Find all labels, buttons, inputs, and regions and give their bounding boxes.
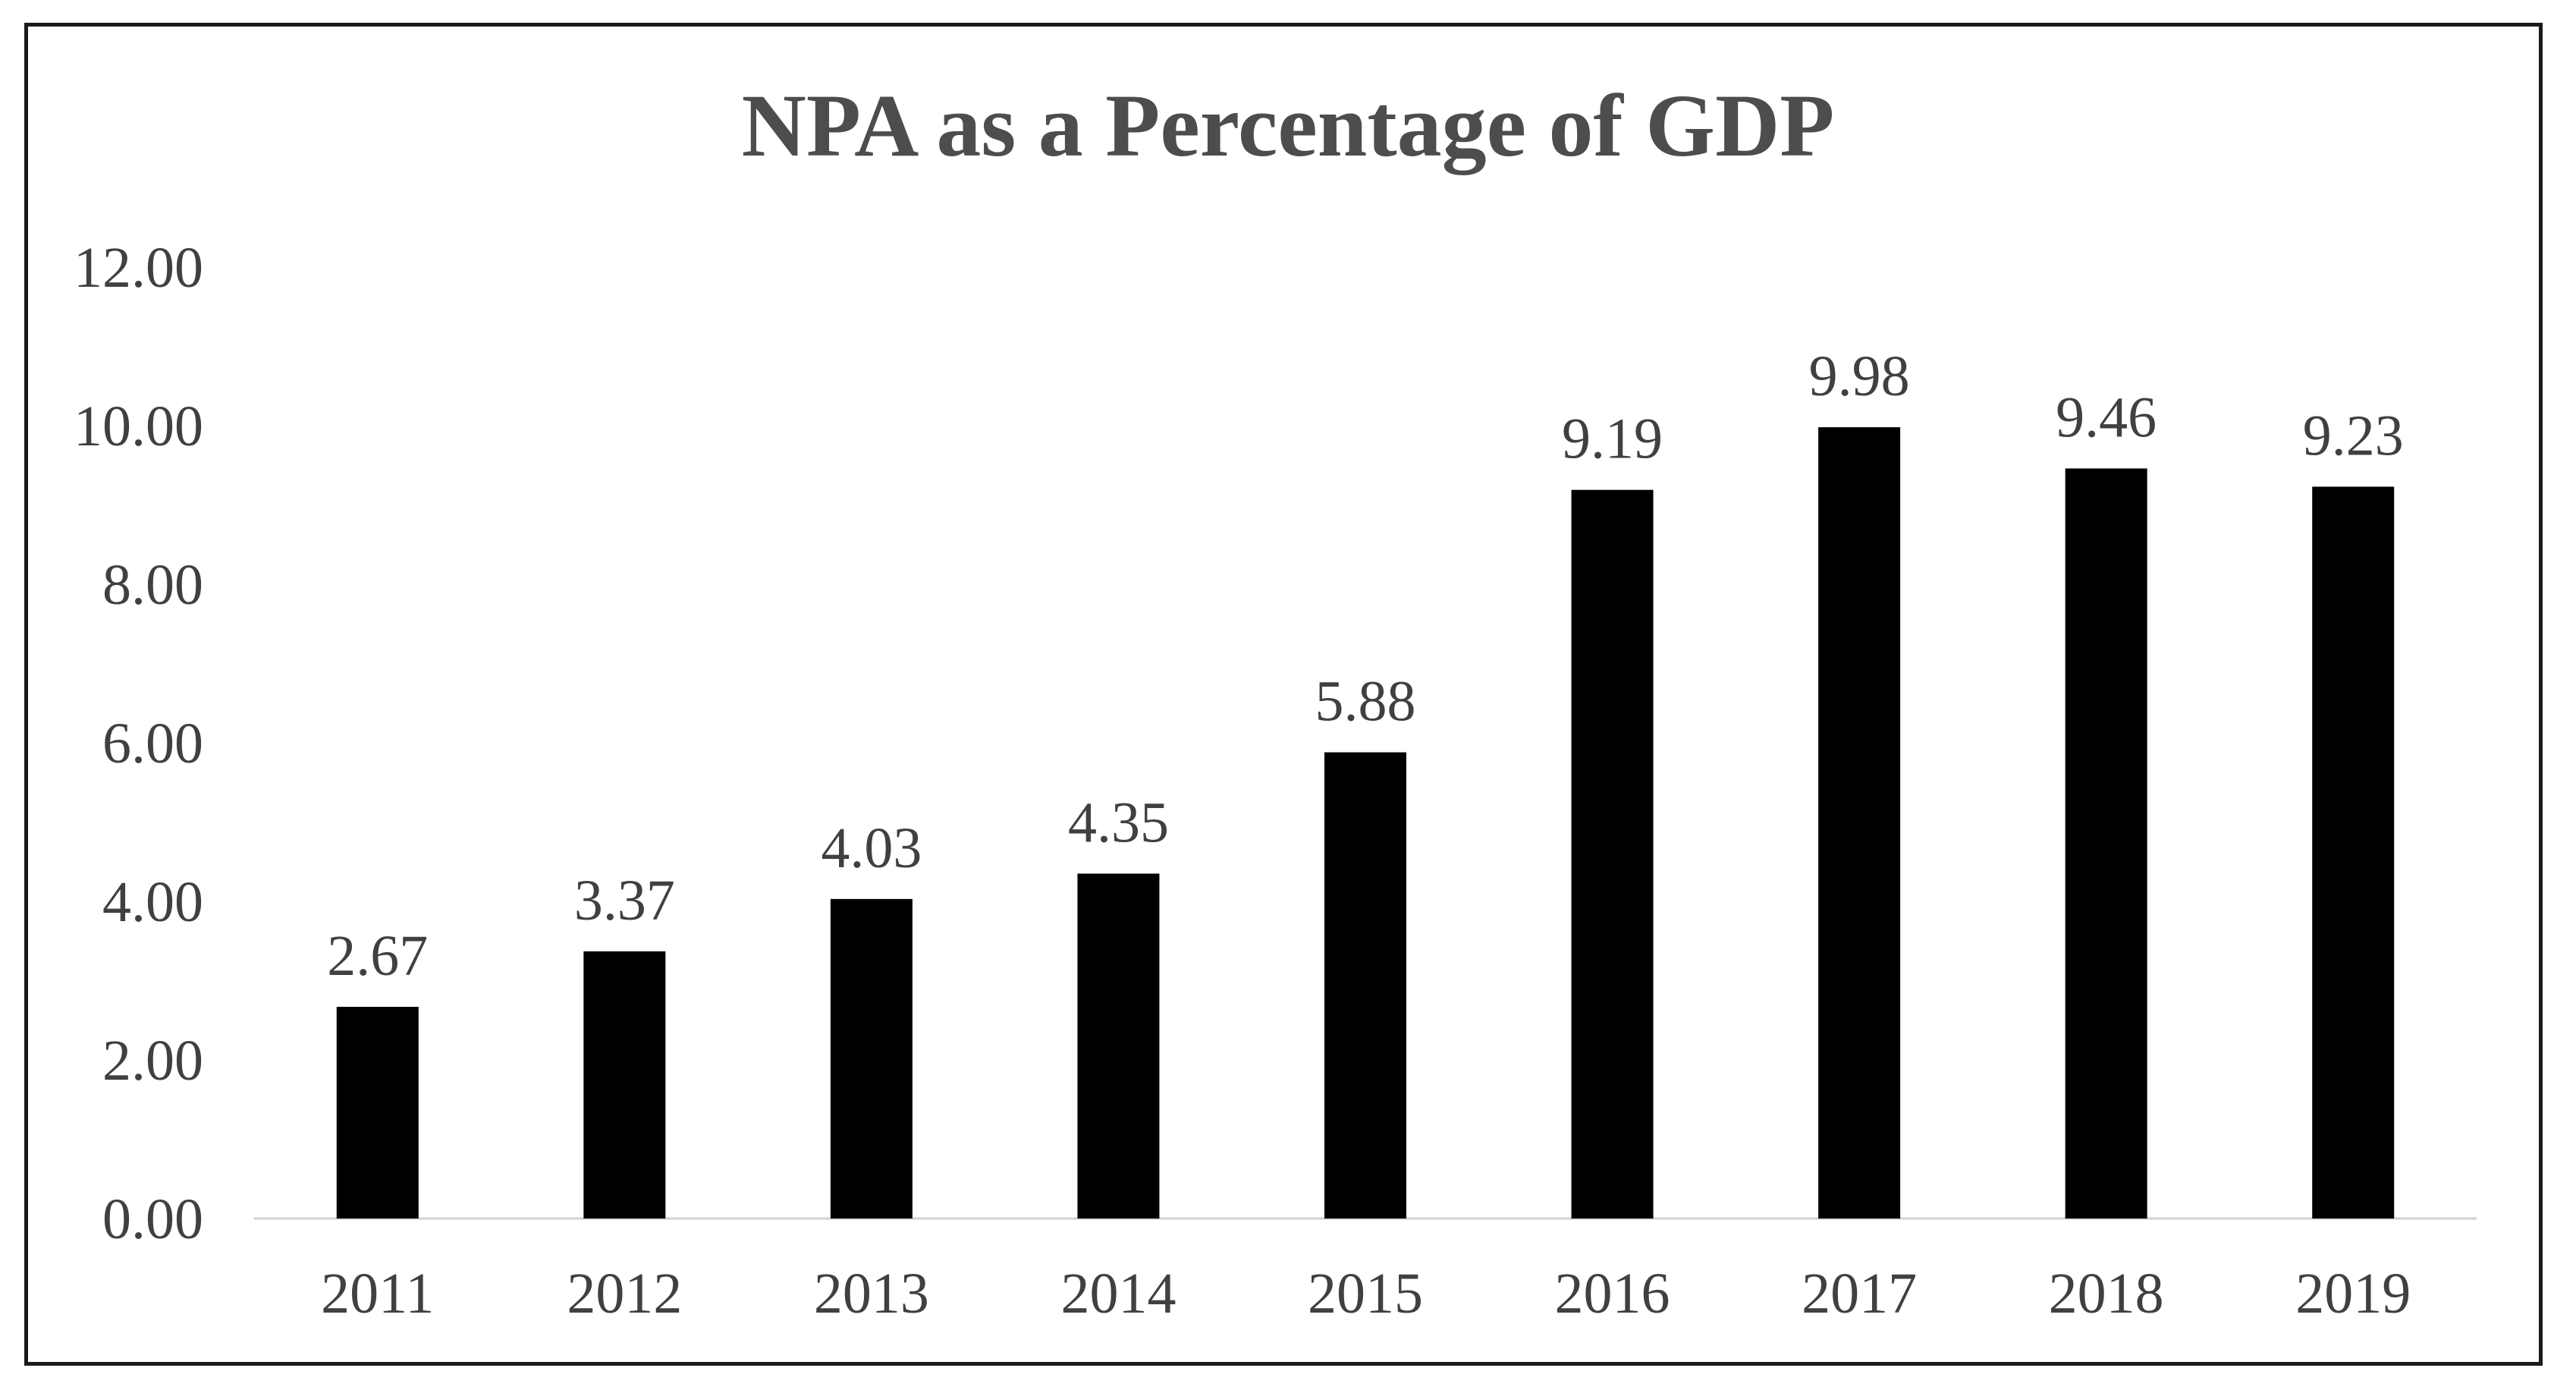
bar-2014 [1077, 873, 1160, 1219]
bar-series [336, 427, 2395, 1219]
x-tick-label: 2011 [321, 1262, 434, 1326]
chart-frame [24, 23, 2543, 1366]
data-label-2018: 9.46 [2056, 385, 2157, 449]
bar-2017 [1818, 427, 1901, 1219]
bar-2015 [1324, 752, 1406, 1219]
bar-2016 [1571, 489, 1654, 1219]
data-label-2016: 9.19 [1562, 407, 1663, 471]
bar-2019 [2312, 486, 2395, 1219]
bar-2012 [583, 951, 666, 1219]
x-tick-label: 2015 [1308, 1262, 1423, 1326]
x-tick-label: 2013 [814, 1262, 929, 1326]
y-tick-label: 8.00 [102, 553, 203, 617]
x-tick-label: 2017 [1802, 1262, 1917, 1326]
data-label-2015: 5.88 [1315, 670, 1416, 734]
x-tick-label: 2012 [567, 1262, 682, 1326]
data-label-2011: 2.67 [327, 924, 428, 988]
bar-2011 [336, 1006, 419, 1219]
y-tick-label: 2.00 [102, 1029, 203, 1093]
bar-2013 [830, 898, 913, 1219]
y-tick-label: 6.00 [102, 712, 203, 775]
bar-2018 [2065, 468, 2147, 1219]
y-tick-label: 4.00 [102, 870, 203, 934]
x-axis: 2011 2012 2013 2014 2015 2016 2017 2018 2019 [321, 1262, 2411, 1326]
data-label-2019: 9.23 [2303, 404, 2404, 467]
data-label-2012: 3.37 [574, 869, 675, 932]
y-tick-label: 12.00 [74, 236, 203, 300]
data-label-2014: 4.35 [1068, 791, 1169, 854]
y-tick-label: 10.00 [74, 395, 203, 458]
x-tick-label: 2016 [1555, 1262, 1670, 1326]
y-axis: 0.00 2.00 4.00 6.00 8.00 10.00 12.00 [74, 236, 203, 1251]
data-labels: 2.67 3.37 4.03 4.35 5.88 9.19 9.98 9.46 9.23 [327, 344, 2403, 988]
data-label-2017: 9.98 [1809, 344, 1910, 408]
x-tick-label: 2018 [2049, 1262, 2164, 1326]
chart-title: NPA as a Percentage of GDP [742, 76, 1835, 175]
x-tick-label: 2014 [1060, 1262, 1176, 1326]
x-tick-label: 2019 [2295, 1262, 2411, 1326]
y-tick-label: 0.00 [102, 1187, 203, 1251]
data-label-2013: 4.03 [821, 816, 922, 880]
